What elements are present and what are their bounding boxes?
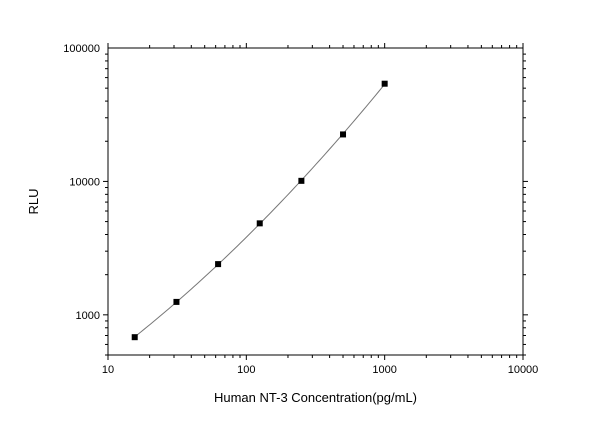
x-axis-label: Human NT-3 Concentration(pg/mL)	[214, 390, 417, 405]
tick-labels: 10 100 1000 10000 1000 10000 100000	[63, 43, 538, 376]
plot-border	[107, 47, 524, 356]
data-point	[215, 261, 222, 268]
data-points	[131, 80, 388, 341]
x-tick-label: 1000	[372, 364, 396, 376]
data-point	[131, 334, 138, 341]
data-point	[256, 220, 263, 227]
data-point	[340, 131, 347, 138]
axis-ticks	[103, 43, 528, 360]
y-tick-label: 1000	[76, 310, 100, 322]
y-tick-label: 100000	[63, 43, 100, 55]
data-point	[298, 177, 305, 184]
data-point	[381, 80, 388, 87]
x-tick-label: 10000	[508, 364, 539, 376]
x-tick-label: 100	[237, 364, 255, 376]
plot-frame	[107, 47, 524, 356]
data-point	[173, 298, 180, 305]
y-axis-label: RLU	[26, 188, 41, 214]
x-tick-label: 10	[102, 364, 114, 376]
y-tick-label: 10000	[69, 176, 100, 188]
